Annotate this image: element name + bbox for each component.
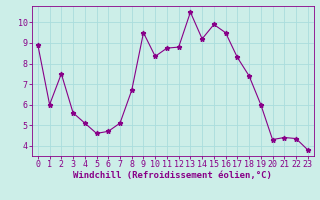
X-axis label: Windchill (Refroidissement éolien,°C): Windchill (Refroidissement éolien,°C) (73, 171, 272, 180)
